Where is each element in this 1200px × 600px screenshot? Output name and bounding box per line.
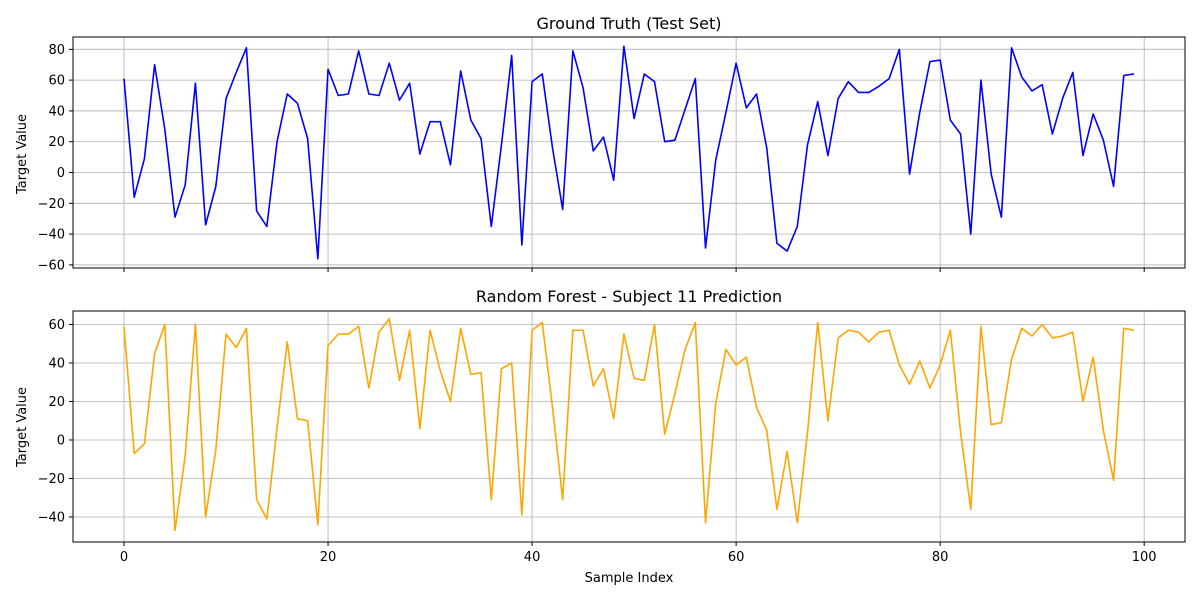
prediction-y-tick-label: 40 — [48, 356, 65, 371]
ground-truth-y-tick-label: 0 — [57, 166, 65, 181]
prediction-panel: Random Forest - Subject 11 Prediction Ta… — [15, 287, 1186, 586]
ground-truth-panel: Ground Truth (Test Set) Target Value −60… — [15, 14, 1186, 273]
ground-truth-title: Ground Truth (Test Set) — [537, 14, 722, 33]
prediction-series-line — [123, 317, 1135, 532]
prediction-x-tick-label: 40 — [524, 550, 541, 565]
ground-truth-y-tick-label: 40 — [48, 104, 65, 119]
ground-truth-y-tick-label: −40 — [38, 228, 65, 243]
ground-truth-y-tick-label: −60 — [38, 258, 65, 273]
ground-truth-y-tick-label: −20 — [38, 197, 65, 212]
ground-truth-y-tick-label: 60 — [48, 74, 65, 89]
prediction-x-tick-label: 20 — [320, 550, 337, 565]
prediction-title: Random Forest - Subject 11 Prediction — [476, 287, 782, 306]
ground-truth-y-tick-label: 20 — [48, 135, 65, 150]
prediction-x-tick-label: 0 — [120, 550, 128, 565]
prediction-y-tick-label: 60 — [48, 318, 65, 333]
prediction-y-tick-label: 0 — [57, 433, 65, 448]
ground-truth-series-line — [123, 45, 1135, 260]
prediction-axes-frame — [72, 310, 1186, 543]
ground-truth-ylabel: Target Value — [15, 114, 30, 195]
prediction-ylabel: Target Value — [15, 387, 30, 468]
prediction-x-tick-label: 80 — [932, 550, 949, 565]
prediction-y-tick-label: 20 — [48, 395, 65, 410]
ground-truth-axes-frame — [72, 36, 1186, 269]
ground-truth-y-tick-label: 80 — [48, 43, 65, 58]
prediction-x-tick-label: 100 — [1132, 550, 1157, 565]
prediction-xlabel: Sample Index — [585, 571, 674, 586]
prediction-y-tick-label: −40 — [38, 510, 65, 525]
prediction-x-tick-label: 60 — [728, 550, 745, 565]
prediction-y-tick-label: −20 — [38, 472, 65, 487]
